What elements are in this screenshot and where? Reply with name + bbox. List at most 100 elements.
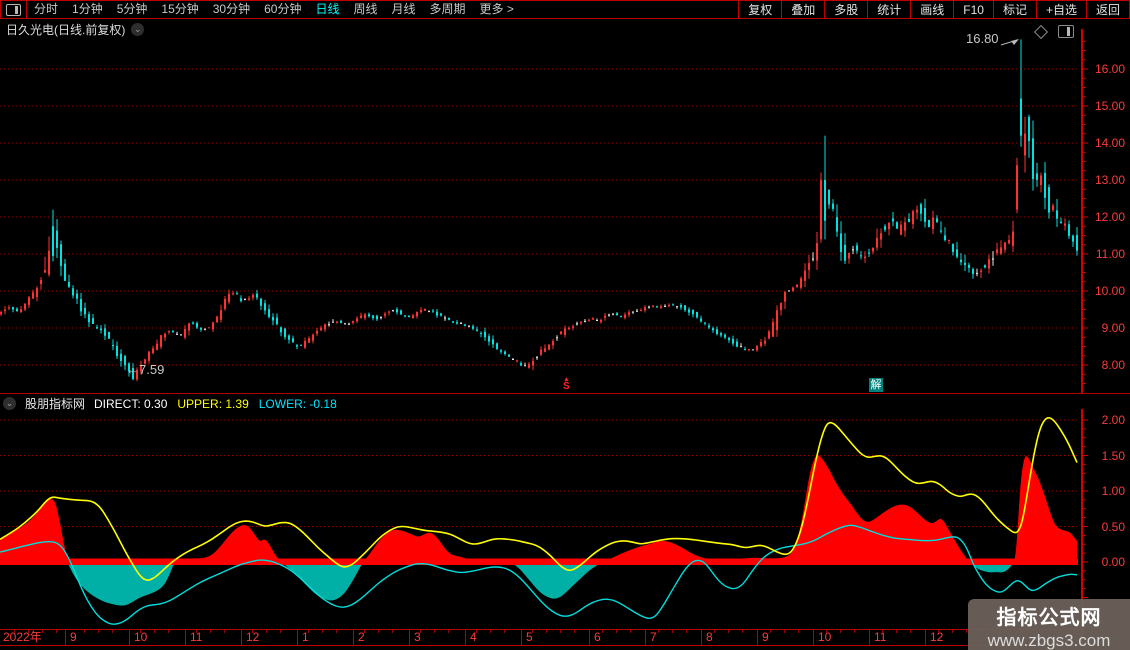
month-divider xyxy=(185,630,186,645)
month-divider xyxy=(925,630,926,645)
diamond-icon[interactable] xyxy=(1033,24,1049,39)
toolbar: 分时 1分钟 5分钟 15分钟 30分钟 60分钟 日线 周线 月线 多周期 更多 > 复权 叠加 多股… xyxy=(0,0,1130,19)
week-tick xyxy=(882,630,883,633)
chevron-down-icon[interactable]: ⌄ xyxy=(131,23,145,36)
month-label: 10 xyxy=(134,630,148,644)
week-tick xyxy=(392,630,393,633)
sell-triangle-icon: ▴ xyxy=(564,376,569,383)
week-tick xyxy=(728,630,729,633)
toolbar-action-叠加[interactable]: 叠加 xyxy=(781,1,824,18)
year-label: 2022年 xyxy=(3,630,42,644)
toolbar-period-5分钟[interactable]: 5分钟 xyxy=(116,2,148,16)
week-tick xyxy=(490,630,491,633)
month-label: 7 xyxy=(650,630,657,644)
toolbar-action-标记[interactable]: 标记 xyxy=(992,1,1036,18)
week-tick xyxy=(224,630,225,633)
week-tick xyxy=(154,630,155,633)
month-label: 12 xyxy=(246,630,260,644)
week-tick xyxy=(434,630,435,633)
week-tick xyxy=(714,630,715,633)
toolbar-action-F10[interactable]: F10 xyxy=(953,1,993,18)
toolbar-separator xyxy=(26,1,27,18)
week-tick xyxy=(560,630,561,633)
candlestick-chart[interactable] xyxy=(0,29,1092,393)
month-divider xyxy=(465,630,466,645)
week-tick xyxy=(938,630,939,633)
split-view-icon[interactable] xyxy=(1058,25,1074,38)
indicator-readout-1: UPPER: 1.39 xyxy=(177,396,249,411)
month-label: 8 xyxy=(706,630,713,644)
month-label: 6 xyxy=(594,630,601,644)
page-title: 日久光电(日线.前复权) xyxy=(6,23,126,37)
price-tick-label: 8.00 xyxy=(1101,358,1125,372)
week-tick xyxy=(308,630,309,633)
chevron-down-icon[interactable]: ⌄ xyxy=(3,397,16,410)
indicator-tick-label: 2.00 xyxy=(1101,413,1125,427)
week-tick xyxy=(630,630,631,633)
price-tick-label: 12.00 xyxy=(1094,210,1125,224)
month-divider xyxy=(521,630,522,645)
month-divider xyxy=(757,630,758,645)
month-label: 2 xyxy=(358,630,365,644)
week-tick xyxy=(826,630,827,633)
week-tick xyxy=(798,630,799,633)
indicator-readouts: DIRECT: 0.30 UPPER: 1.39 LOWER: -0.18 xyxy=(94,397,347,411)
watermark-url: www.zbgs3.com xyxy=(987,631,1111,650)
toolbar-period-60分钟[interactable]: 60分钟 xyxy=(264,2,302,16)
month-label: 12 xyxy=(930,630,944,644)
toolbar-period-30分钟[interactable]: 30分钟 xyxy=(212,2,251,16)
toolbar-period-月线[interactable]: 月线 xyxy=(391,2,416,16)
indicator-chart[interactable] xyxy=(0,409,1092,630)
price-tick-label: 13.00 xyxy=(1094,173,1125,187)
period-tabs: 分时 1分钟 5分钟 15分钟 30分钟 60分钟 日线 周线 月线 多周期 更多 > xyxy=(27,1,521,18)
toolbar-period-更多 >[interactable]: 更多 > xyxy=(479,2,514,16)
toolbar-action-画线[interactable]: 画线 xyxy=(910,1,953,18)
week-tick xyxy=(602,630,603,633)
price-tick-label: 11.00 xyxy=(1095,247,1125,261)
toolbar-action-统计[interactable]: 统计 xyxy=(867,1,910,18)
toolbar-period-15分钟[interactable]: 15分钟 xyxy=(161,2,199,16)
week-tick xyxy=(784,630,785,633)
week-tick xyxy=(854,630,855,633)
week-tick xyxy=(448,630,449,633)
week-tick xyxy=(322,630,323,633)
week-tick xyxy=(952,630,953,633)
indicator-header: ⌄ 股朋指标网 DIRECT: 0.30 UPPER: 1.39 LOWER: -0… xyxy=(3,395,347,412)
indicator-tick-label: 1.00 xyxy=(1101,484,1125,498)
toolbar-period-周线[interactable]: 周线 xyxy=(353,2,378,16)
week-tick xyxy=(504,630,505,633)
week-tick xyxy=(532,630,533,633)
time-axis: 2022年 9 10 11 12 1 2 3 4 5 6 7 8 9 10 11 12 xyxy=(0,629,1083,646)
month-divider xyxy=(129,630,130,645)
week-tick xyxy=(546,630,547,633)
indicator-readout-0: DIRECT: 0.30 xyxy=(94,396,168,411)
week-tick xyxy=(196,630,197,633)
month-label: 11 xyxy=(874,630,887,644)
week-tick xyxy=(966,630,967,633)
jie-badge: 解 xyxy=(869,378,883,392)
toolbar-period-1分钟[interactable]: 1分钟 xyxy=(72,2,103,16)
week-tick xyxy=(742,630,743,633)
indicator-tick-label: 0.00 xyxy=(1101,555,1125,569)
week-tick xyxy=(420,630,421,633)
toolbar-action-+自选[interactable]: +自选 xyxy=(1035,1,1086,18)
indicator-tick-label: 1.50 xyxy=(1101,449,1125,463)
month-divider xyxy=(297,630,298,645)
toolbar-action-复权[interactable]: 复权 xyxy=(738,1,781,18)
toolbar-period-分时[interactable]: 分时 xyxy=(34,2,59,16)
month-divider xyxy=(701,630,702,645)
week-tick xyxy=(56,630,57,633)
toolbar-action-多股[interactable]: 多股 xyxy=(824,1,867,18)
week-tick xyxy=(28,630,29,633)
sell-signal-marker: ▴ S xyxy=(563,376,570,392)
week-tick xyxy=(364,630,365,633)
month-divider xyxy=(241,630,242,645)
toolbar-action-返回[interactable]: 返回 xyxy=(1085,1,1129,18)
window-split-icon[interactable] xyxy=(6,3,21,16)
toolbar-period-多周期[interactable]: 多周期 xyxy=(429,2,466,16)
week-tick xyxy=(476,630,477,633)
toolbar-period-日线[interactable]: 日线 xyxy=(315,2,340,16)
month-label: 10 xyxy=(818,630,832,644)
month-divider xyxy=(353,630,354,645)
